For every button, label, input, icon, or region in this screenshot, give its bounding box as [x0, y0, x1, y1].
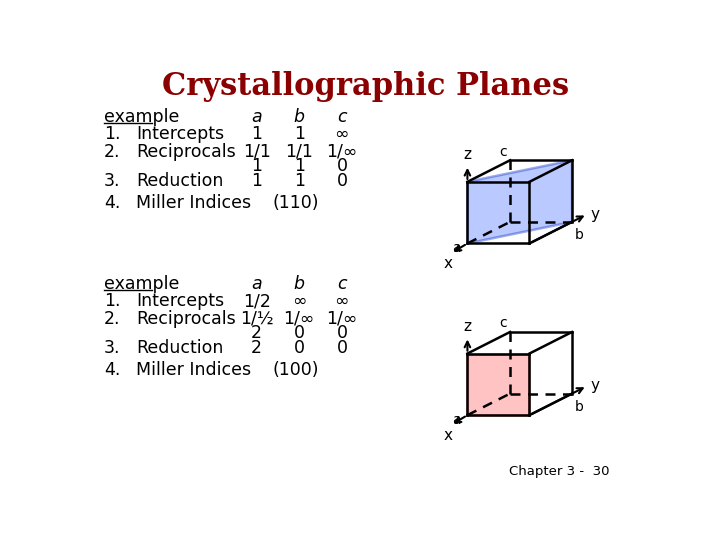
Text: 1/∞: 1/∞: [326, 143, 358, 161]
Text: z: z: [464, 147, 472, 162]
Text: Intercepts: Intercepts: [137, 125, 225, 143]
Polygon shape: [467, 354, 529, 415]
Text: ∞: ∞: [335, 125, 349, 143]
Text: c: c: [500, 316, 507, 330]
Text: 0: 0: [336, 157, 347, 174]
Text: 1: 1: [251, 157, 262, 174]
Text: 0: 0: [336, 172, 347, 190]
Text: 1: 1: [251, 125, 262, 143]
Text: b: b: [294, 108, 305, 126]
Text: 2: 2: [251, 339, 262, 357]
Text: 1: 1: [294, 172, 305, 190]
Text: 2.: 2.: [104, 143, 120, 161]
Text: c: c: [500, 145, 507, 159]
Text: a: a: [452, 413, 461, 427]
Text: Chapter 3 -  30: Chapter 3 - 30: [509, 465, 609, 478]
Text: y: y: [590, 207, 599, 222]
Text: 1: 1: [294, 125, 305, 143]
Text: b: b: [294, 275, 305, 293]
Polygon shape: [467, 160, 572, 244]
Text: Reciprocals: Reciprocals: [137, 143, 236, 161]
Text: (100): (100): [272, 361, 319, 379]
Text: z: z: [464, 319, 472, 334]
Text: 1/∞: 1/∞: [284, 310, 315, 328]
Text: 1/∞: 1/∞: [326, 310, 358, 328]
Text: 3.: 3.: [104, 172, 120, 190]
Text: 2: 2: [251, 324, 262, 342]
Text: b: b: [575, 400, 583, 414]
Text: 0: 0: [294, 324, 305, 342]
Text: Miller Indices: Miller Indices: [137, 194, 251, 212]
Text: 4.: 4.: [104, 194, 120, 212]
Text: Intercepts: Intercepts: [137, 292, 225, 310]
Text: a: a: [251, 108, 262, 126]
Text: ∞: ∞: [292, 292, 307, 310]
Text: Miller Indices: Miller Indices: [137, 361, 251, 379]
Text: example: example: [104, 108, 179, 126]
Text: 4.: 4.: [104, 361, 120, 379]
Text: 1/1: 1/1: [285, 143, 313, 161]
Text: 1.: 1.: [104, 292, 120, 310]
Text: b: b: [575, 228, 583, 242]
Text: Reduction: Reduction: [137, 339, 224, 357]
Text: example: example: [104, 275, 179, 293]
Text: 1/1: 1/1: [243, 143, 271, 161]
Text: y: y: [590, 379, 599, 394]
Text: 1/2: 1/2: [243, 292, 271, 310]
Text: Crystallographic Planes: Crystallographic Planes: [161, 71, 569, 102]
Text: a: a: [452, 241, 461, 255]
Text: (110): (110): [272, 194, 319, 212]
Text: x: x: [444, 256, 453, 272]
Text: 3.: 3.: [104, 339, 120, 357]
Text: Reciprocals: Reciprocals: [137, 310, 236, 328]
Text: 2.: 2.: [104, 310, 120, 328]
Text: 1: 1: [251, 172, 262, 190]
Text: c: c: [337, 108, 346, 126]
Text: 0: 0: [336, 324, 347, 342]
Text: 0: 0: [294, 339, 305, 357]
Text: ∞: ∞: [335, 292, 349, 310]
Text: 1: 1: [294, 157, 305, 174]
Text: a: a: [251, 275, 262, 293]
Text: 1.: 1.: [104, 125, 120, 143]
Text: c: c: [337, 275, 346, 293]
Text: Reduction: Reduction: [137, 172, 224, 190]
Text: 0: 0: [336, 339, 347, 357]
Text: x: x: [444, 428, 453, 443]
Text: 1/½: 1/½: [240, 310, 274, 328]
